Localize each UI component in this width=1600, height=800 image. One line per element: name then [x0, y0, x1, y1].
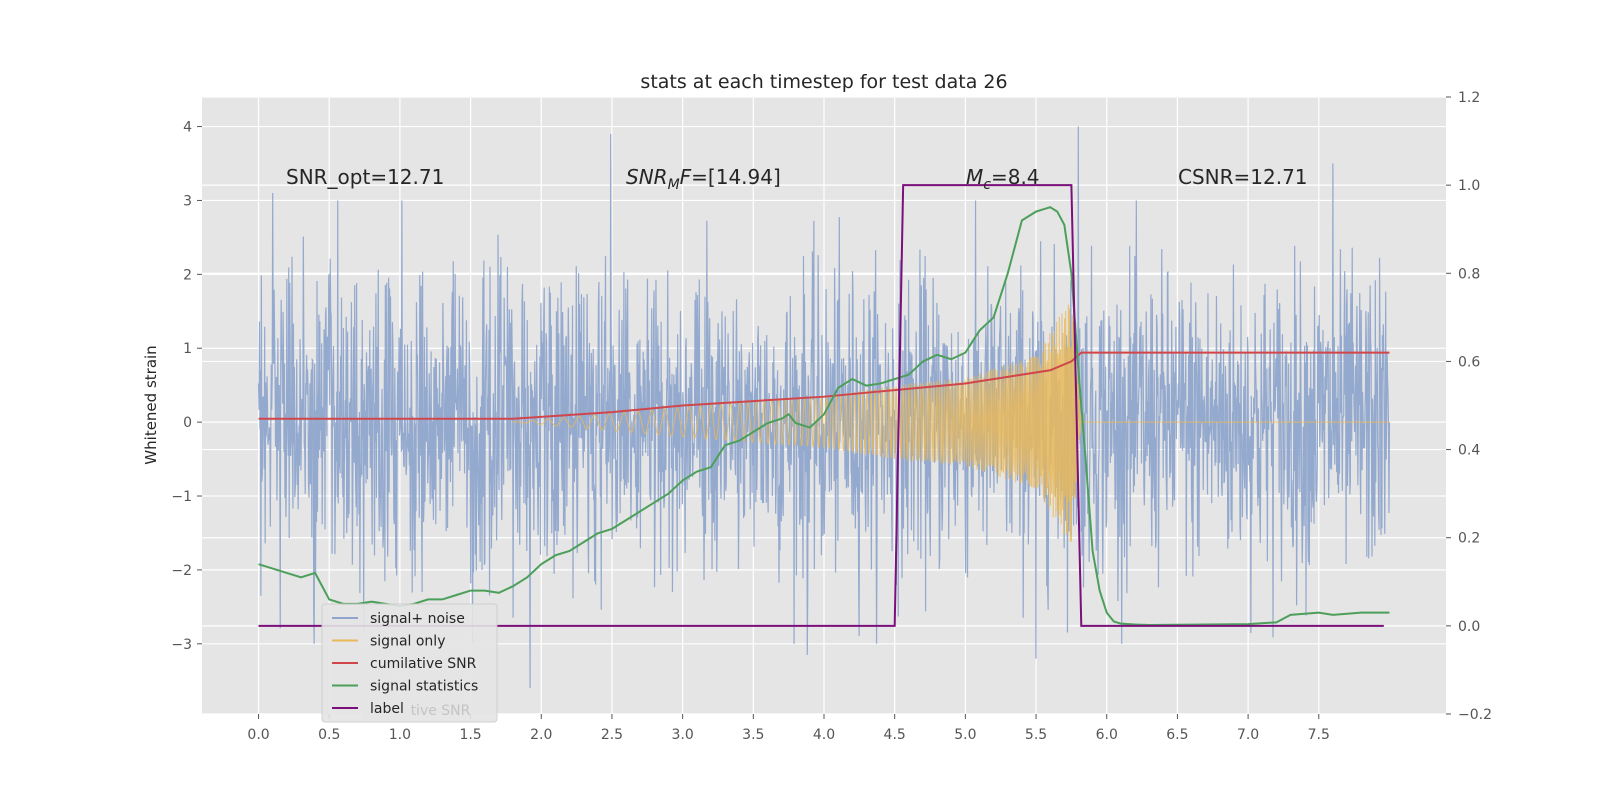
x-tick-label: 7.0 [1237, 727, 1259, 743]
y2-tick-label: 0.2 [1458, 531, 1480, 547]
annotation-value: =[14.94] [691, 165, 781, 189]
chart-title: stats at each timestep for test data 26 [640, 71, 1007, 93]
y2-tick-label: −0.2 [1458, 707, 1492, 723]
legend-ghost-mask [362, 700, 410, 720]
axes: 0.0 0.5 1.0 1.5 2.0 2.5 3.0 3.5 4.0 4.5 5.0 5.5 6.0 6… [171, 90, 1492, 743]
annotation-csnr: CSNR=12.71 [1178, 165, 1308, 189]
x-tick-label: 0.5 [318, 727, 340, 743]
x-tick-label: 4.5 [884, 727, 906, 743]
x-tick-label: 5.0 [954, 727, 976, 743]
x-tick-label: 6.5 [1166, 727, 1188, 743]
y-tick-label: 3 [183, 193, 192, 209]
cumilative-snr-line [258, 351, 1390, 420]
x-tick-label: 2.0 [530, 727, 552, 743]
x-tick-label: 6.0 [1096, 727, 1118, 743]
x-tick-label: 3.0 [672, 727, 694, 743]
signal-statistics-line [258, 206, 1390, 626]
x-tick-label: 4.0 [813, 727, 835, 743]
label-line [258, 184, 1384, 627]
annotation-math-sub: M [668, 177, 680, 193]
x-tick-label: 5.5 [1025, 727, 1047, 743]
signal-only-series [512, 304, 1390, 542]
annotation-math-base: M [966, 165, 983, 189]
line-series-layer [258, 184, 1390, 627]
y2-tick-label: 0.0 [1458, 619, 1480, 635]
annotation-math-tail: F [680, 165, 692, 189]
x-tick-label: 0.0 [247, 727, 269, 743]
y2-tick-label: 0.4 [1458, 443, 1480, 459]
legend-label: signal+ noise [370, 611, 465, 627]
annotation-math-base: SNR [626, 165, 668, 189]
signal-only-line [512, 304, 1390, 542]
y-tick-label: 4 [183, 120, 192, 136]
annotation-math-sub: c [983, 177, 991, 193]
legend-label: label [370, 701, 404, 717]
y-tick-label: 0 [183, 415, 192, 431]
legend-label: signal statistics [370, 679, 478, 695]
y-tick-label: −3 [171, 637, 192, 653]
annotation-mc: Mc=8.4 [966, 165, 1040, 193]
x-tick-label: 2.5 [601, 727, 623, 743]
x-tick-label: 7.5 [1308, 727, 1330, 743]
y-tick-label: 2 [183, 267, 192, 283]
annotations: SNR_opt=12.71 SNRMF=[14.94] Mc=8.4 CSNR=12.… [286, 165, 1308, 193]
signal-noise-line [257, 126, 1391, 689]
y2-tick-label: 0.8 [1458, 266, 1480, 282]
annotation-snr-mf: SNRMF=[14.94] [626, 165, 781, 193]
y-tick-label: 1 [183, 341, 192, 357]
annotation-snr-opt: SNR_opt=12.71 [286, 165, 444, 189]
y2-tick-label: 1.2 [1458, 90, 1480, 106]
y2-tick-label: 0.6 [1458, 354, 1480, 370]
legend-box [321, 603, 498, 723]
y-tick-label: −2 [171, 563, 192, 579]
signal-noise-series [257, 126, 1391, 689]
x-tick-label: 1.5 [459, 727, 481, 743]
y2-tick-label: 1.0 [1458, 178, 1480, 194]
legend-label: cumilative SNR [370, 656, 477, 672]
x-tick-label: 3.5 [742, 727, 764, 743]
y-axis-label: Whitened strain [142, 345, 160, 464]
y-tick-label: −1 [171, 489, 192, 505]
legend-label: signal only [370, 634, 445, 650]
x-tick-label: 1.0 [389, 727, 411, 743]
annotation-value: =8.4 [991, 165, 1040, 189]
